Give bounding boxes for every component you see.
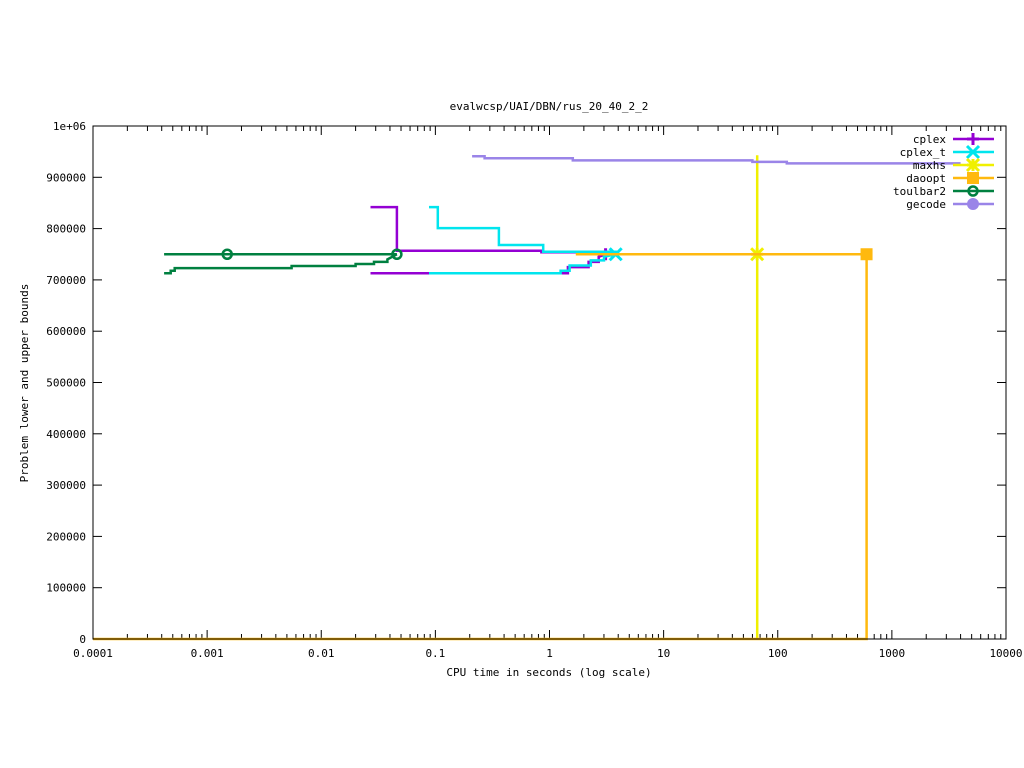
series-line-cplex_t [429,205,617,255]
series-toulbar2 [164,248,403,275]
x-tick-label: 0.1 [425,647,445,660]
legend-marker-cplex [967,133,979,145]
x-tick-label: 10000 [989,647,1022,660]
legend-marker-toulbar2 [967,185,979,197]
legend-marker-daoopt [967,172,979,184]
y-tick-label: 300000 [46,479,86,492]
series-gecode [472,155,961,165]
x-tick-label: 1 [546,647,553,660]
legend-marker-maxhs [965,157,981,173]
x-axis-label: CPU time in seconds (log scale) [446,666,651,679]
x-tick-label: 10 [657,647,670,660]
y-tick-label: 900000 [46,171,86,184]
legend-marker-gecode [967,198,979,210]
y-tick-label: 0 [79,633,86,646]
legend-label-cplex: cplex [913,133,946,146]
y-axis-label: Problem lower and upper bounds [18,284,31,483]
data-point-daoopt [860,248,873,261]
y-tick-label: 700000 [46,274,86,287]
x-tick-label: 100 [768,647,788,660]
series-line-gecode [472,155,961,165]
y-tick-label: 500000 [46,377,86,390]
legend-label-toulbar2: toulbar2 [893,185,946,198]
legend-marker-cplex_t [965,144,981,160]
x-tick-label: 1000 [879,647,906,660]
y-tick-label: 200000 [46,530,86,543]
series-line-cplex_t [429,253,616,275]
data-point-toulbar2 [391,248,403,260]
y-tick-label: 100000 [46,582,86,595]
x-tick-label: 0.001 [191,647,224,660]
legend-label-daoopt: daoopt [906,172,946,185]
series-line-toulbar2 [164,253,398,275]
chart-title: evalwcsp/UAI/DBN/rus_20_40_2_2 [450,100,649,113]
legend-label-cplex_t: cplex_t [900,146,946,159]
y-tick-label: 600000 [46,325,86,338]
data-point-toulbar2 [221,248,233,260]
x-tick-label: 0.0001 [73,647,113,660]
y-tick-label: 1e+06 [53,120,86,133]
legend-label-maxhs: maxhs [913,159,946,172]
y-tick-label: 400000 [46,428,86,441]
legend-label-gecode: gecode [906,198,946,211]
plot-frame [92,125,1007,640]
x-tick-label: 0.01 [308,647,335,660]
y-tick-label: 800000 [46,223,86,236]
